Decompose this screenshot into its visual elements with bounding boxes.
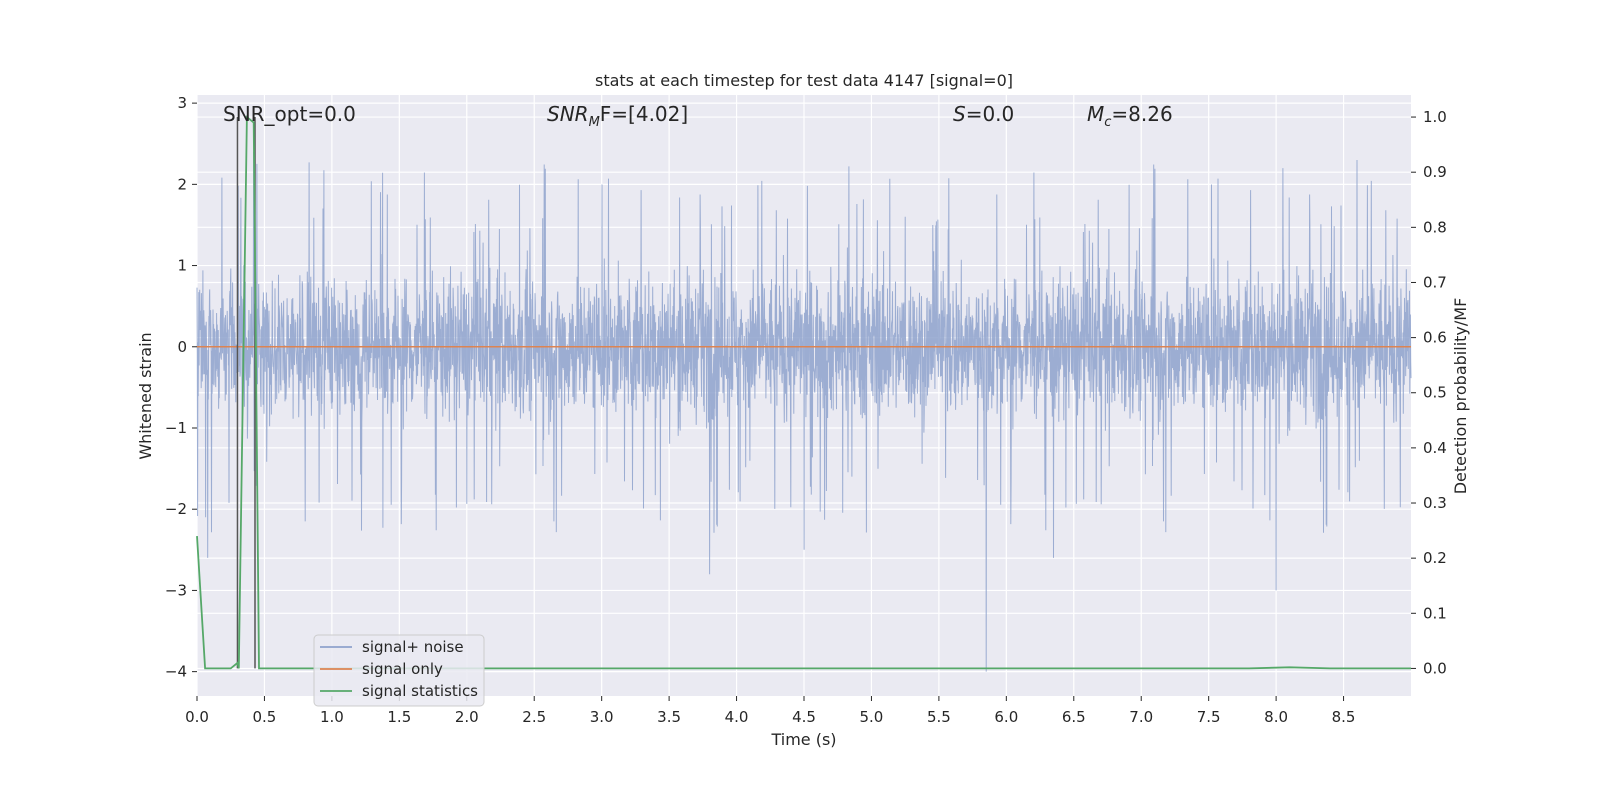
annotation-mc: Mc=8.26 <box>1087 102 1173 130</box>
y-left-tick-label-2: 1 <box>177 257 187 275</box>
x-tick-label-1: 0.5 <box>253 708 277 726</box>
x-tick-label-8: 4.0 <box>725 708 749 726</box>
y-left-tick-label-0: 3 <box>177 94 187 112</box>
x-tick-label-13: 6.5 <box>1062 708 1086 726</box>
x-tick-label-14: 7.0 <box>1129 708 1153 726</box>
x-tick-label-4: 2.0 <box>455 708 479 726</box>
x-tick-label-11: 5.5 <box>927 708 951 726</box>
x-tick-label-15: 7.5 <box>1197 708 1221 726</box>
y-right-tick-label-8: 0.2 <box>1423 549 1447 567</box>
annotation-s: S=0.0 <box>953 102 1014 126</box>
legend-label-signal-statistics: signal statistics <box>362 682 478 700</box>
s-value: =0.0 <box>966 102 1015 126</box>
x-tick-label-17: 8.5 <box>1332 708 1356 726</box>
mc-symbol: M <box>1087 102 1104 126</box>
mc-value: =8.26 <box>1111 102 1172 126</box>
y-right-tick-label-10: 0.0 <box>1423 659 1447 677</box>
x-tick-label-3: 1.5 <box>387 708 411 726</box>
legend-label-signal-only: signal only <box>362 660 443 678</box>
legend-box <box>313 634 485 707</box>
annotation-snr-opt: SNR_opt=0.0 <box>223 102 356 126</box>
y-left-tick-label-4: −1 <box>165 419 187 437</box>
chart-title: stats at each timestep for test data 414… <box>595 71 1013 90</box>
y-right-axis-ticks: 1.0 0.9 0.8 0.7 0.6 0.5 0.4 0.3 0.2 0.1 0.0 <box>1411 108 1447 677</box>
x-tick-label-10: 5.0 <box>860 708 884 726</box>
snr-mf-subscript: M <box>589 115 600 130</box>
x-tick-label-5: 2.5 <box>522 708 546 726</box>
x-tick-label-0: 0.0 <box>185 708 209 726</box>
y-right-tick-label-9: 0.1 <box>1423 604 1447 622</box>
y-left-tick-label-5: −2 <box>165 500 187 518</box>
legend: signal+ noise signal only signal statist… <box>313 634 485 707</box>
y-right-tick-label-0: 1.0 <box>1423 108 1447 126</box>
y-right-tick-label-7: 0.3 <box>1423 494 1447 512</box>
y-left-tick-label-7: −4 <box>165 663 187 681</box>
x-tick-label-6: 3.0 <box>590 708 614 726</box>
y-right-tick-label-1: 0.9 <box>1423 163 1447 181</box>
y-left-tick-label-3: 0 <box>177 338 187 356</box>
x-tick-label-9: 4.5 <box>792 708 816 726</box>
x-tick-label-2: 1.0 <box>320 708 344 726</box>
y-left-axis-label: Whitened strain <box>136 332 155 459</box>
x-tick-label-7: 3.5 <box>657 708 681 726</box>
x-axis-label: Time (s) <box>770 730 836 749</box>
y-right-tick-label-3: 0.7 <box>1423 273 1447 291</box>
series-signal-plus-noise-line <box>196 151 1412 672</box>
y-right-tick-label-6: 0.4 <box>1423 439 1447 457</box>
snr-mf-symbol: SNR <box>547 102 589 126</box>
y-right-axis-label: Detection probability/MF <box>1451 298 1470 495</box>
mc-subscript: c <box>1104 115 1111 130</box>
y-right-tick-label-2: 0.8 <box>1423 218 1447 236</box>
y-left-tick-label-1: 2 <box>177 175 187 193</box>
y-right-tick-label-4: 0.6 <box>1423 329 1447 347</box>
y-left-tick-label-6: −3 <box>165 581 187 599</box>
annotation-snr-mf: SNRMF=[4.02] <box>547 102 688 130</box>
y-right-tick-label-5: 0.5 <box>1423 384 1447 402</box>
x-axis-ticks: 0.0 0.5 1.0 1.5 2.0 2.5 3.0 3.5 4.0 4.5 5.0 5.5 6.0 6… <box>185 696 1355 726</box>
snr-mf-value: F=[4.02] <box>600 102 688 126</box>
x-tick-label-16: 8.0 <box>1264 708 1288 726</box>
y-left-axis-ticks: 3 2 1 0 −1 −2 −3 −4 <box>165 94 197 681</box>
legend-label-signal-plus-noise: signal+ noise <box>362 638 464 656</box>
series-signal-plus-noise <box>196 151 1412 672</box>
x-tick-label-12: 6.0 <box>994 708 1018 726</box>
s-symbol: S <box>953 102 966 126</box>
